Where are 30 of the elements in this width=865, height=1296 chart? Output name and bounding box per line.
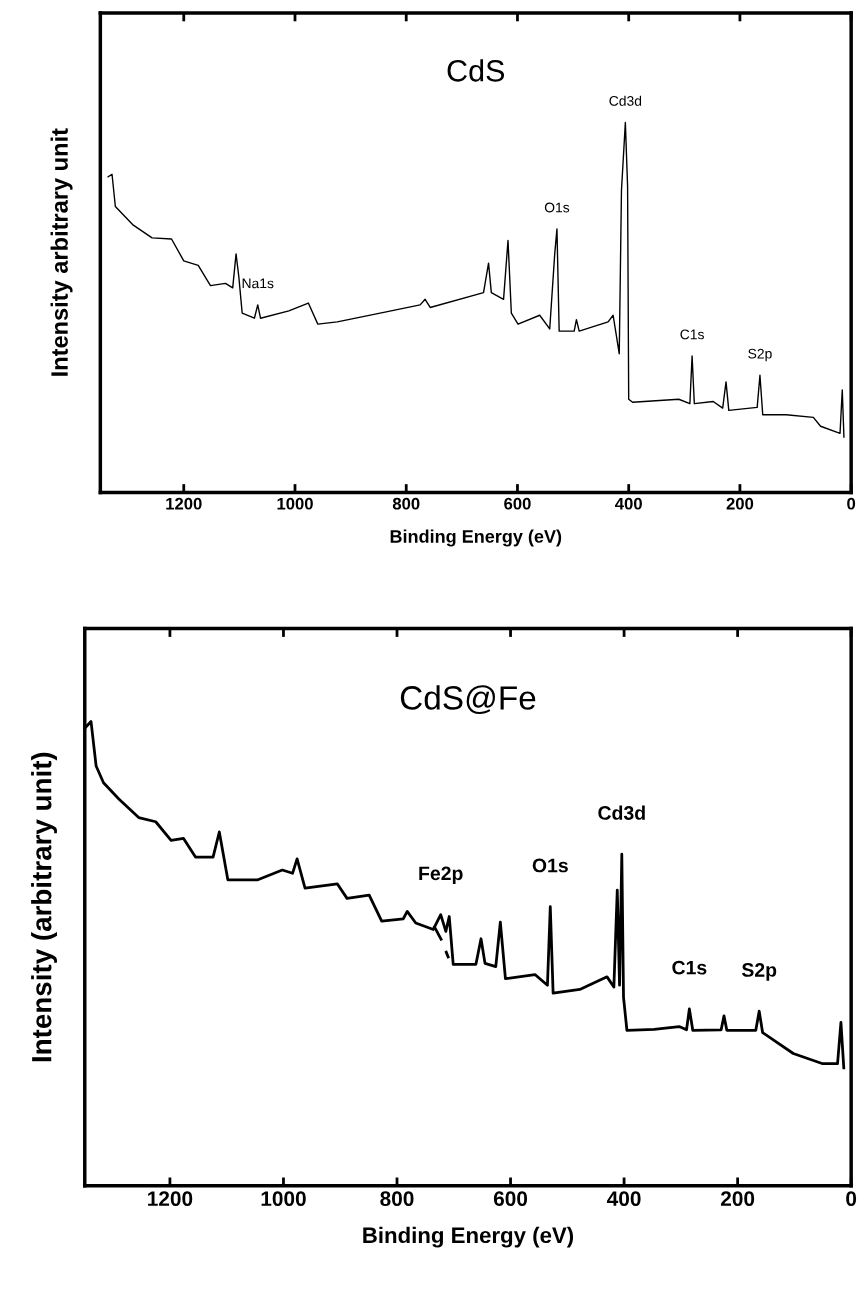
annotation: O1s [544, 202, 570, 213]
x-tick-label: 0 [846, 1191, 857, 1206]
x-tick-label: 1200 [148, 1191, 193, 1206]
x-axis-title: Binding Energy (eV) [390, 529, 562, 547]
x-tick-label: 200 [726, 497, 754, 510]
x-tick-label: 200 [720, 1191, 755, 1206]
y-axis-title: Intensity (arbitrary unit) [31, 752, 57, 1062]
annotation: Na1s [242, 278, 274, 289]
x-tick-label: 800 [380, 1191, 414, 1206]
x-tick-label: 1000 [261, 1191, 306, 1206]
chart-title: CdS@Fe [400, 685, 536, 714]
x-tick-label: 400 [607, 1191, 641, 1206]
annotation: S2p [748, 348, 772, 362]
y-axis-title: Intensity arbitrary unit [50, 128, 73, 376]
x-tick-label: 400 [615, 497, 642, 510]
x-tick-label: 600 [504, 497, 531, 510]
annotation: Cd3d [609, 95, 642, 106]
x-tick-label: 600 [493, 1191, 528, 1206]
x-axis-title: Binding Energy (eV) [363, 1226, 574, 1248]
x-tick-label: 1200 [166, 497, 202, 510]
chart-title: CdS [447, 59, 505, 82]
annotation: Fe2p [419, 866, 463, 885]
x-tick-label: 800 [392, 497, 420, 510]
annotation: C1s [672, 960, 707, 975]
annotation: Cd3d [598, 805, 645, 820]
x-tick-label: 1000 [277, 497, 313, 510]
annotation: C1s [680, 329, 704, 340]
annotation: S2p [741, 963, 777, 981]
annotation: O1s [532, 858, 568, 873]
x-tick-label: 0 [847, 497, 856, 510]
